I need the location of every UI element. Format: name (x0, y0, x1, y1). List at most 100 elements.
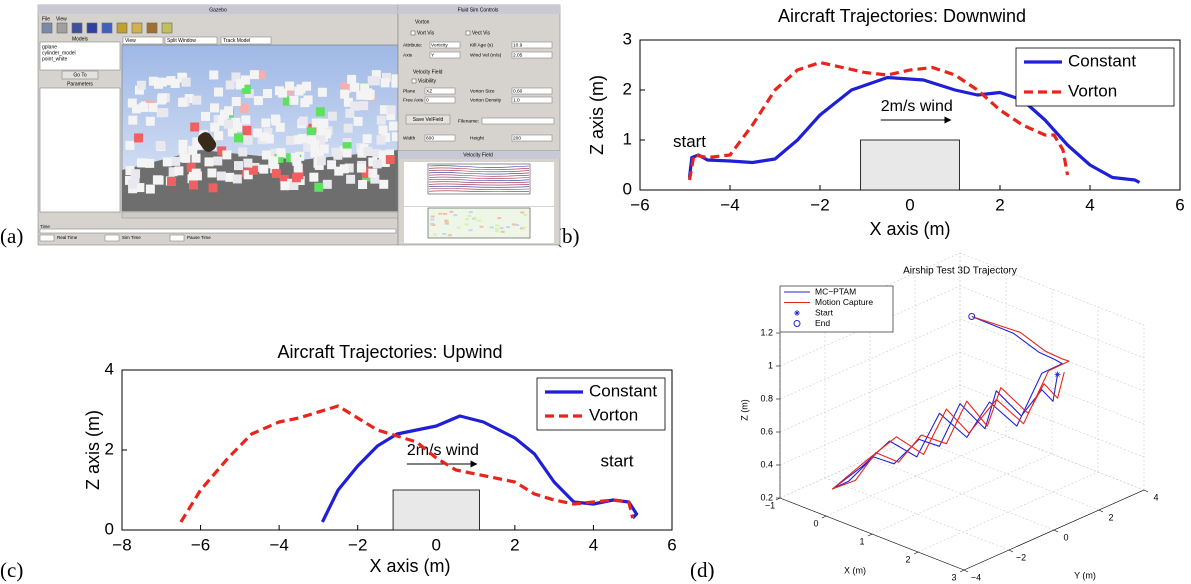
legend-box (1015, 47, 1175, 107)
label: Velocity Field (463, 152, 493, 158)
input-field[interactable] (511, 134, 553, 142)
input-field[interactable] (511, 87, 553, 95)
chart-title: Aircraft Trajectories: Downwind (778, 6, 1026, 26)
panel-label: (d) (690, 558, 715, 582)
legend-label: Vorton (1068, 81, 1117, 100)
vorton (213, 156, 223, 166)
label: View (56, 16, 67, 22)
checkbox[interactable] (410, 30, 416, 36)
vorton (319, 144, 329, 154)
save-button[interactable] (405, 114, 451, 125)
label: Parameters (67, 81, 93, 87)
vorton (271, 116, 281, 126)
vorton (217, 146, 227, 156)
time-field (39, 234, 55, 242)
time-slider (39, 228, 397, 234)
vorton (231, 96, 241, 106)
input-field[interactable] (424, 96, 456, 104)
vorton (157, 77, 167, 87)
trajectory-line (687, 75, 1141, 184)
vorton (350, 101, 360, 111)
legend-swatch (793, 320, 801, 327)
y-tick-label: 4 (1153, 492, 1158, 502)
velocity-speck (497, 217, 502, 220)
vorton (340, 82, 350, 92)
x-tick-label: 0 (813, 518, 818, 528)
vorton (125, 140, 135, 150)
label: Vorton (415, 19, 430, 25)
input-field[interactable] (424, 87, 456, 95)
vorton (225, 172, 235, 182)
label: gplane (42, 44, 57, 50)
y-tick (1098, 509, 1104, 513)
velocity-speck (442, 232, 447, 235)
vorton (148, 103, 158, 113)
grid-line (959, 252, 1145, 326)
velocity-speck (489, 226, 494, 229)
title-bar (398, 5, 560, 14)
vorton (155, 140, 165, 150)
vorton (234, 161, 244, 171)
input-field[interactable] (429, 41, 461, 49)
checkbox[interactable] (411, 78, 417, 84)
legend-label: Start (815, 307, 834, 317)
vorton (388, 121, 398, 131)
x-tick-label: 2 (510, 535, 519, 554)
label: File (42, 16, 50, 22)
y-tick-label: 4 (105, 359, 114, 378)
parameter-list (39, 87, 121, 213)
vorton (322, 179, 332, 189)
checkbox[interactable] (465, 30, 471, 36)
goto-button[interactable] (61, 70, 99, 80)
vorton (192, 95, 202, 105)
vorton (350, 82, 360, 92)
vorton (276, 148, 286, 158)
y-tick-label: 1 (623, 129, 632, 148)
vorton (291, 173, 301, 183)
vorton (156, 108, 166, 118)
label: Split Window (167, 38, 196, 44)
select[interactable] (220, 36, 272, 45)
y-tick-label: 0 (1063, 532, 1068, 542)
input-field (481, 117, 555, 125)
vorton (346, 174, 356, 184)
vorton (238, 147, 248, 157)
vorton (307, 135, 317, 145)
input-field[interactable] (511, 41, 553, 49)
vorton (316, 135, 326, 145)
label: point_white (42, 56, 68, 62)
input-field[interactable] (511, 96, 553, 104)
vorton (371, 70, 381, 80)
grid-line (825, 435, 1007, 517)
streamline (428, 174, 530, 177)
annotation: start (600, 451, 633, 470)
x-tick-label: 4 (1085, 195, 1094, 214)
time-field (169, 234, 185, 242)
select[interactable] (164, 36, 218, 45)
vorton (289, 95, 299, 105)
vorton (134, 85, 144, 95)
cylinder (197, 132, 217, 152)
vorton (306, 127, 316, 137)
label: Width (403, 135, 416, 141)
velocity-speck (443, 212, 448, 215)
streamline (428, 183, 530, 186)
streamline (428, 188, 530, 190)
input-field[interactable] (429, 51, 461, 59)
z-axis-label: Z (m) (739, 399, 749, 421)
x-tick-label: 6 (1175, 195, 1184, 214)
input-field[interactable] (511, 51, 553, 59)
label: Plane (403, 88, 416, 94)
vorton (296, 84, 306, 94)
label: Y (431, 52, 435, 58)
select[interactable] (122, 36, 164, 45)
annotation: 2m/s wind (407, 442, 479, 459)
vorton (193, 140, 203, 150)
vorton (280, 181, 290, 191)
input-field[interactable] (424, 134, 456, 142)
label: Filename: (458, 118, 479, 124)
vorton (167, 176, 177, 186)
vorton (128, 115, 138, 125)
label: Sim Time (122, 235, 141, 240)
vorton (192, 171, 202, 181)
